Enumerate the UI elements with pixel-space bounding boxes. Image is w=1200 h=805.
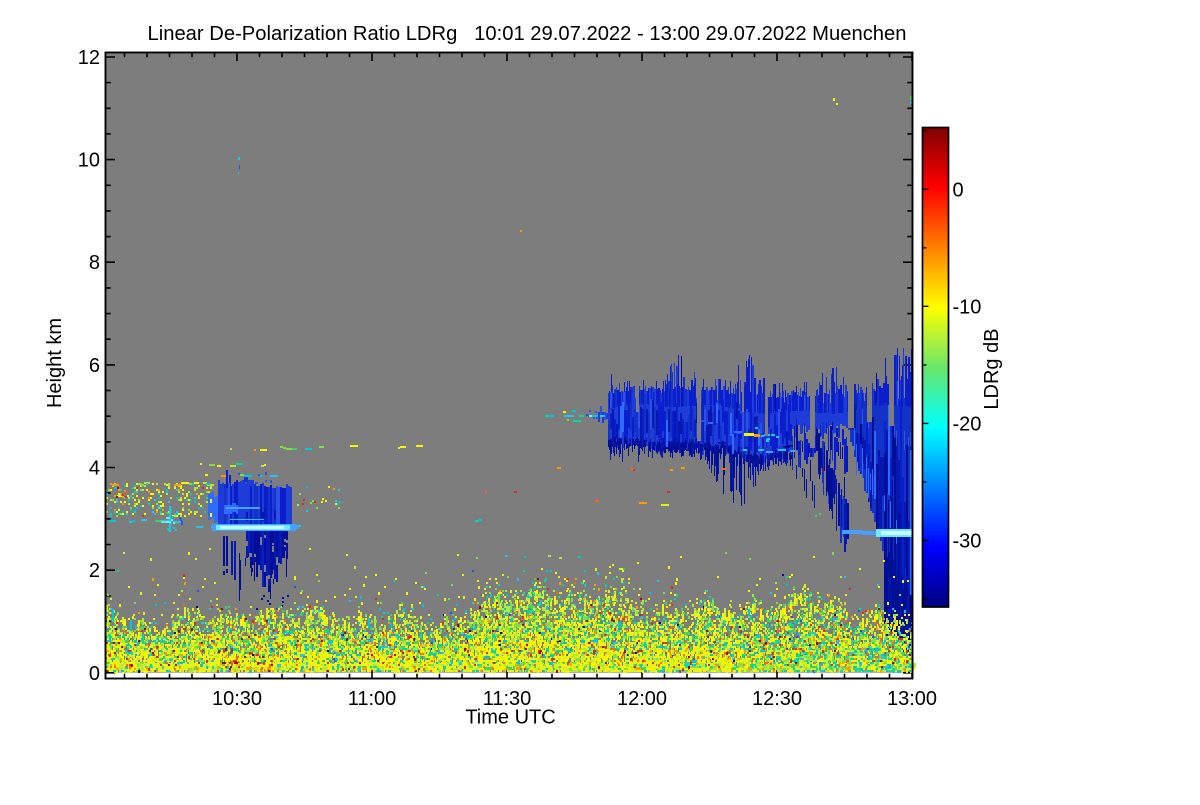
- svg-text:4: 4: [89, 458, 100, 480]
- svg-text:13:00: 13:00: [887, 688, 937, 710]
- svg-text:-30: -30: [953, 531, 982, 553]
- svg-text:Height km: Height km: [44, 318, 66, 408]
- svg-text:12:30: 12:30: [752, 688, 802, 710]
- svg-text:-10: -10: [953, 297, 982, 319]
- svg-text:8: 8: [89, 252, 100, 274]
- svg-text:Time UTC: Time UTC: [465, 707, 555, 729]
- svg-text:0: 0: [89, 663, 100, 685]
- svg-text:11:30: 11:30: [483, 688, 532, 710]
- svg-text:0: 0: [953, 179, 964, 201]
- svg-text:2: 2: [89, 560, 100, 582]
- svg-text:10:30: 10:30: [212, 688, 262, 710]
- svg-text:12: 12: [78, 47, 100, 69]
- svg-text:10: 10: [78, 150, 100, 172]
- svg-text:Linear De-Polarization Ratio L: Linear De-Polarization Ratio LDRg 10:01 …: [148, 23, 907, 45]
- svg-text:6: 6: [89, 355, 100, 377]
- svg-text:-20: -20: [953, 414, 982, 436]
- svg-text:11:00: 11:00: [348, 688, 397, 710]
- svg-text:LDRg dB: LDRg dB: [981, 328, 1003, 409]
- svg-text:12:00: 12:00: [617, 688, 667, 710]
